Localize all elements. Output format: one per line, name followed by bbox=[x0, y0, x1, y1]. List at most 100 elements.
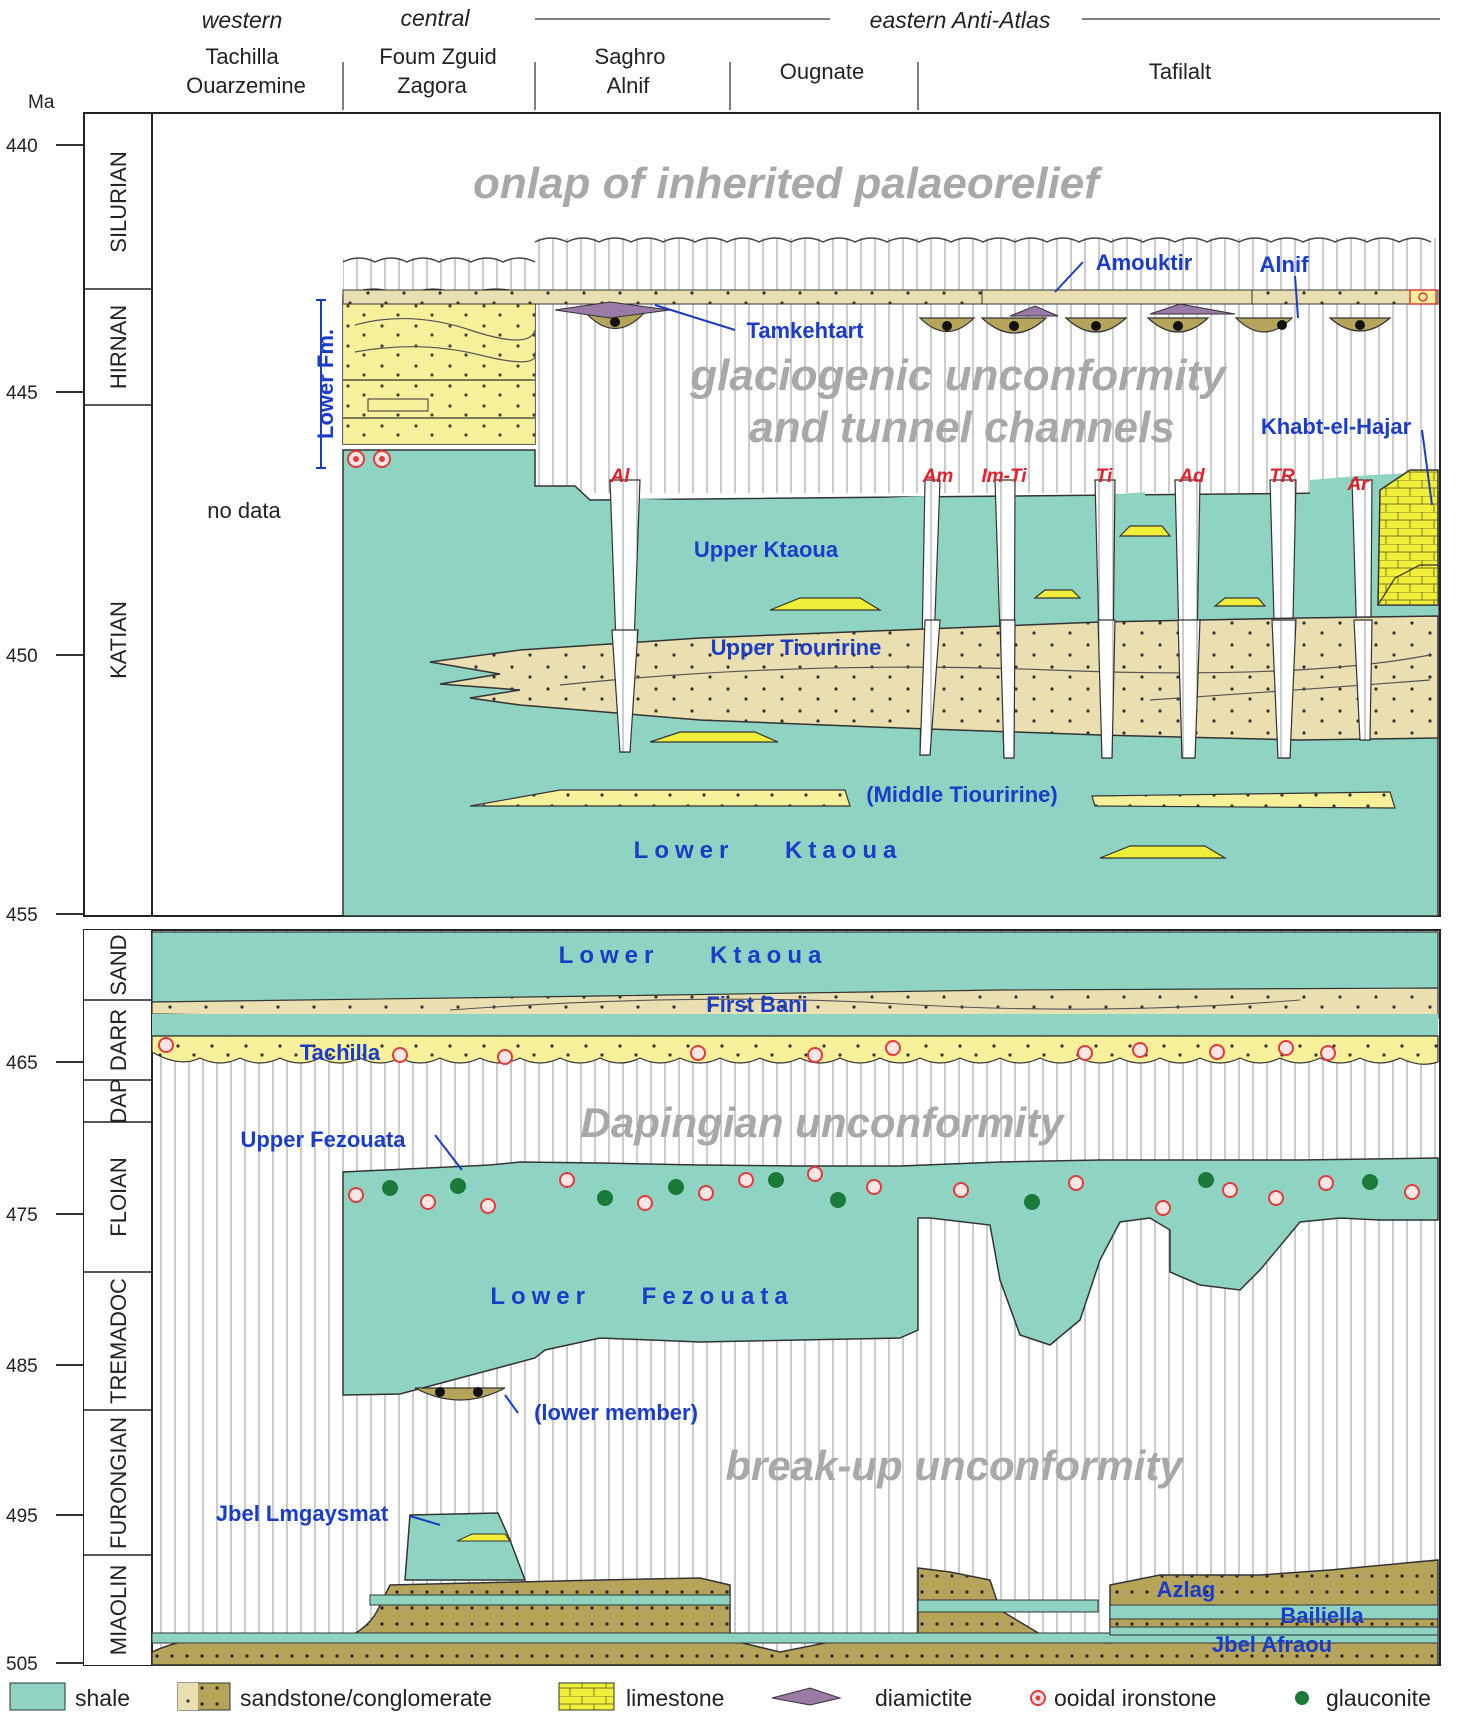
tick-label: 485 bbox=[6, 1356, 38, 1377]
stage-hirnan: HIRNAN bbox=[106, 305, 131, 389]
label-no-data: no data bbox=[207, 498, 281, 523]
limestone-lens bbox=[456, 1533, 511, 1542]
legend-swatch-limestone bbox=[558, 1682, 615, 1711]
tick: 455 bbox=[6, 905, 84, 926]
tick: 505 bbox=[6, 1654, 84, 1675]
middle-tiouririne-lens bbox=[1091, 791, 1396, 809]
legend-ooidal-ironstone: ooidal ironstone bbox=[1054, 1685, 1216, 1711]
khabt-leader bbox=[1421, 429, 1433, 506]
limestone-lens bbox=[1033, 589, 1082, 599]
legend-diamictite: diamictite bbox=[875, 1685, 972, 1711]
tick: 450 bbox=[6, 646, 84, 667]
stage-silurian: SILURIAN bbox=[106, 151, 131, 252]
label-tunnel-channels: and tunnel channels bbox=[749, 403, 1174, 452]
upper-panel: SILURIAN HIRNAN KATIAN Lower Fm. bbox=[83, 112, 1441, 917]
diamictite-lens bbox=[1009, 305, 1059, 317]
label-tamkehtart: Tamkehtart bbox=[747, 318, 865, 343]
label-upper-tiouririne: Upper Tiouririne bbox=[711, 635, 882, 660]
label-glaciogenic: glaciogenic unconformity bbox=[689, 351, 1228, 400]
label-lower-ktaoua-lower: Lower Ktaoua bbox=[559, 942, 828, 969]
stage-miaolin: MIAOLIN bbox=[106, 1565, 131, 1655]
column-tafilalt: Tafilalt bbox=[1149, 59, 1211, 84]
column-tachilla-line2: Ouarzemine bbox=[186, 73, 306, 98]
region-central: central bbox=[400, 5, 470, 31]
tick-label: 440 bbox=[6, 136, 38, 157]
tick-label: 505 bbox=[6, 1654, 38, 1675]
label-first-bani: First Bani bbox=[706, 992, 807, 1017]
shale-interbed bbox=[369, 1594, 731, 1606]
label-jbel-afraou: Jbel Afraou bbox=[1212, 1632, 1332, 1657]
legend-shale: shale bbox=[75, 1685, 130, 1711]
legend-swatch-glauconite bbox=[1295, 1691, 1309, 1705]
cross-bedding bbox=[354, 317, 536, 341]
legend-swatch-shale bbox=[9, 1682, 66, 1711]
column-ougnate: Ougnate bbox=[780, 59, 864, 84]
stage-furongian: FURONGIAN bbox=[106, 1417, 131, 1549]
shale-between-channels bbox=[610, 472, 1438, 630]
conglomerate-lens bbox=[1234, 317, 1294, 333]
hiatus-hatching bbox=[343, 258, 535, 293]
legend: shale sandstone/conglomerate limestone d… bbox=[9, 1682, 1431, 1711]
tick: 475 bbox=[6, 1205, 84, 1226]
label-jbel-lmgaysmat: Jbel Lmgaysmat bbox=[216, 1501, 389, 1526]
label-lower-fm: Lower Fm. bbox=[313, 329, 338, 439]
label-khabt-el-hajar: Khabt-el-Hajar bbox=[1261, 414, 1412, 439]
label-alnif: Alnif bbox=[1260, 252, 1310, 277]
label-tachilla: Tachilla bbox=[300, 1040, 381, 1065]
label-breakup-unconformity: break-up unconformity bbox=[725, 1442, 1185, 1489]
wavy-surface bbox=[534, 237, 1432, 243]
label-upper-ktaoua: Upper Ktaoua bbox=[694, 537, 839, 562]
label-middle-tiouririne: (Middle Tiouririne) bbox=[866, 782, 1057, 807]
limestone-lens bbox=[769, 597, 883, 611]
shale-interbed bbox=[1109, 1626, 1439, 1636]
middle-tiouririne-lens bbox=[469, 789, 851, 807]
header: western central eastern Anti-Atlas Tachi… bbox=[186, 5, 1440, 110]
tick-label: 495 bbox=[6, 1506, 38, 1527]
diamictite-lens bbox=[1149, 303, 1236, 315]
jbel-lmgaysmat-shale bbox=[404, 1512, 527, 1581]
limestone-lens bbox=[1099, 845, 1228, 859]
ironstone-box bbox=[1409, 289, 1437, 305]
tick-label: 465 bbox=[6, 1053, 38, 1074]
tick: 440 bbox=[6, 136, 84, 157]
label-lower-member: (lower member) bbox=[534, 1400, 698, 1425]
stage-tremadoc: TREMADOC bbox=[106, 1278, 131, 1404]
column-saghro-line1: Saghro bbox=[595, 44, 666, 69]
sandstone-lens bbox=[367, 398, 429, 412]
shale-interbed bbox=[151, 1632, 1439, 1644]
alnif-leader bbox=[1294, 275, 1299, 319]
stage-floian: FLOIAN bbox=[106, 1157, 131, 1236]
channel-label: Al bbox=[610, 466, 631, 487]
stage-katian: KATIAN bbox=[106, 601, 131, 679]
lower-panel: SAND DARR DAP FLOIAN TREMADOC FURONGIAN … bbox=[83, 929, 1441, 1666]
label-bailiella: Bailiella bbox=[1280, 1603, 1364, 1628]
channel-label: Ti bbox=[1096, 466, 1113, 487]
column-foum-zguid-line1: Foum Zguid bbox=[379, 44, 496, 69]
legend-limestone: limestone bbox=[626, 1685, 724, 1711]
label-azlag: Azlag bbox=[1157, 1577, 1216, 1602]
channel-label: TR bbox=[1269, 466, 1295, 487]
ooidal-ironstone bbox=[158, 1037, 1420, 1562]
ooidal-ironstone bbox=[347, 450, 391, 468]
column-saghro-line2: Alnif bbox=[607, 73, 651, 98]
hiatus-hatching bbox=[535, 238, 1438, 493]
fezouata-shale bbox=[342, 1157, 1439, 1396]
tamkehtart-leader bbox=[654, 304, 736, 331]
label-lower-ktaoua-upper: Lower Ktaoua bbox=[634, 837, 903, 864]
tick: 485 bbox=[6, 1356, 84, 1377]
legend-sandstone-conglomerate: sandstone/conglomerate bbox=[240, 1685, 492, 1711]
legend-glauconite: glauconite bbox=[1326, 1685, 1431, 1711]
hirnantian-sand-band bbox=[342, 289, 1439, 305]
tick-label: 455 bbox=[6, 905, 38, 926]
tick: 495 bbox=[6, 1506, 84, 1527]
shale-interbed bbox=[917, 1599, 1099, 1613]
wavy-surface bbox=[342, 257, 536, 263]
tick-label: 475 bbox=[6, 1205, 38, 1226]
region-eastern: eastern Anti-Atlas bbox=[870, 7, 1051, 33]
channel-label: Ad bbox=[1178, 466, 1205, 487]
tick-label: 445 bbox=[6, 383, 38, 404]
label-onlap: onlap of inherited palaeorelief bbox=[473, 159, 1103, 208]
cross-bedding bbox=[559, 654, 1431, 686]
limestone-lens bbox=[1213, 597, 1267, 607]
